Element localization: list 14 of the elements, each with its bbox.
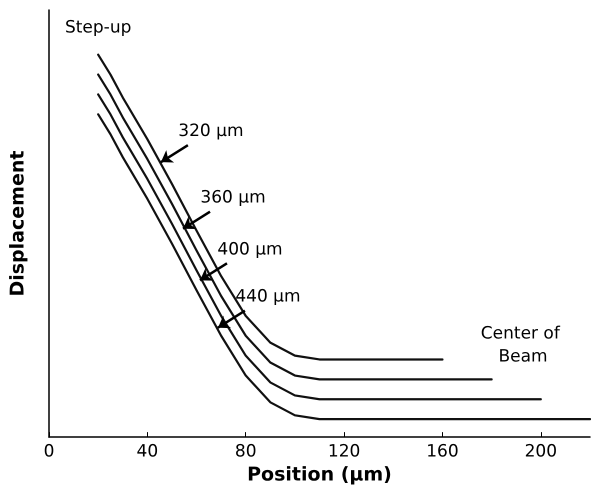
text: Step-up xyxy=(64,18,132,38)
x-axis-title: Position (μm) xyxy=(247,464,392,486)
x-tick-label: 160 xyxy=(426,442,459,462)
x-tick-label: 40 xyxy=(136,442,158,462)
annotation: Center of Beam xyxy=(480,324,566,366)
annotation: 440 μm xyxy=(235,286,301,307)
annotation: 400 μm xyxy=(217,239,283,260)
x-tick-label: 120 xyxy=(328,442,360,462)
x-tick-label: 0 xyxy=(44,442,54,462)
annotation: 360 μm xyxy=(200,188,266,208)
annotation: 320 μm xyxy=(178,121,244,142)
x-tick-label: 200 xyxy=(524,442,558,462)
x-tick-label: 80 xyxy=(234,442,257,462)
y-axis-title: Displacement xyxy=(6,150,28,297)
